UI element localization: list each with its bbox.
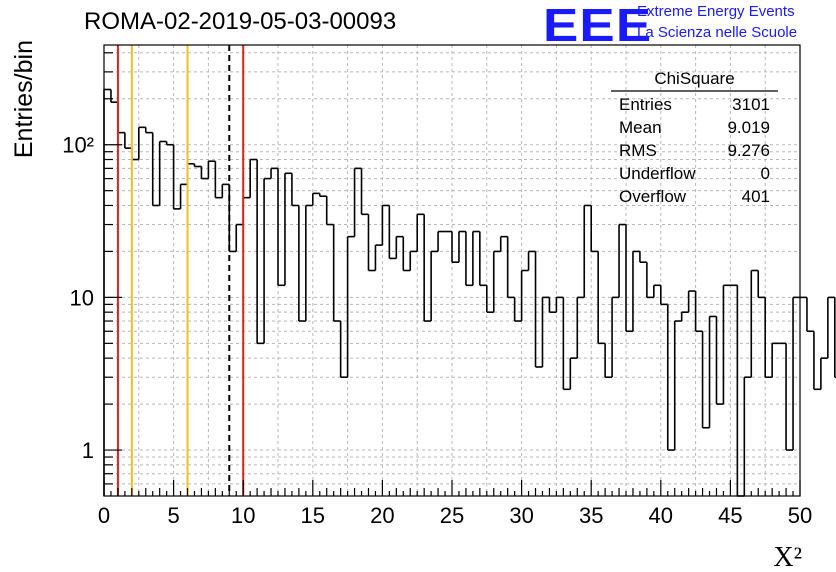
stats-row-value: 0 — [761, 164, 770, 183]
x-tick-label: 40 — [649, 503, 673, 528]
y-tick-label: 1 — [82, 438, 94, 463]
stats-box-rows: Entries 3101 Mean 9.019 RMS 9.276 Underflow 0 Ov… — [619, 95, 770, 206]
y-axis-label: Entries/bin — [10, 40, 38, 158]
stats-row-value: 9.019 — [727, 118, 770, 137]
stats-row-value: 401 — [742, 187, 770, 206]
x-tick-label: 15 — [301, 503, 325, 528]
y-tick-label: 10 — [70, 285, 94, 310]
reference-lines — [116, 45, 245, 496]
x-tick-label: 35 — [579, 503, 603, 528]
stats-row-value: 9.276 — [727, 141, 770, 160]
y-axis-ticks: 1 10 10² — [62, 52, 122, 485]
stats-box-title: ChiSquare — [654, 69, 734, 88]
histogram-bins — [103, 88, 836, 497]
logo-text-line-2: La Scienza nelle Scuole — [637, 24, 798, 41]
x-tick-label: 30 — [509, 503, 533, 528]
stats-row-label: Mean — [619, 118, 662, 137]
stats-row-label: Entries — [619, 95, 672, 114]
stats-row-value: 3101 — [732, 95, 770, 114]
stats-row-label: Underflow — [619, 164, 696, 183]
grid-lines — [104, 45, 800, 496]
x-tick-label: 10 — [231, 503, 255, 528]
stats-row-label: RMS — [619, 141, 657, 160]
x-tick-label: 45 — [718, 503, 742, 528]
logo-text-line-1: Extreme Energy Events — [637, 3, 795, 20]
x-axis-label: X² — [773, 542, 802, 572]
x-tick-label: 5 — [167, 503, 179, 528]
x-tick-label: 25 — [440, 503, 464, 528]
x-tick-label: 50 — [788, 503, 812, 528]
y-tick-label: 10² — [62, 133, 94, 158]
stats-row-label: Overflow — [619, 187, 687, 206]
x-tick-label: 0 — [98, 503, 110, 528]
eee-logo-mark: EEE — [543, 0, 653, 51]
x-axis-ticks: 0 5 10 15 20 25 30 35 40 45 50 — [98, 480, 812, 528]
x-tick-label: 20 — [370, 503, 394, 528]
page-title: ROMA-02-2019-05-03-00093 — [84, 8, 397, 35]
stats-box: ChiSquare Entries 3101 Mean 9.019 RMS 9.276 Un… — [611, 69, 778, 206]
